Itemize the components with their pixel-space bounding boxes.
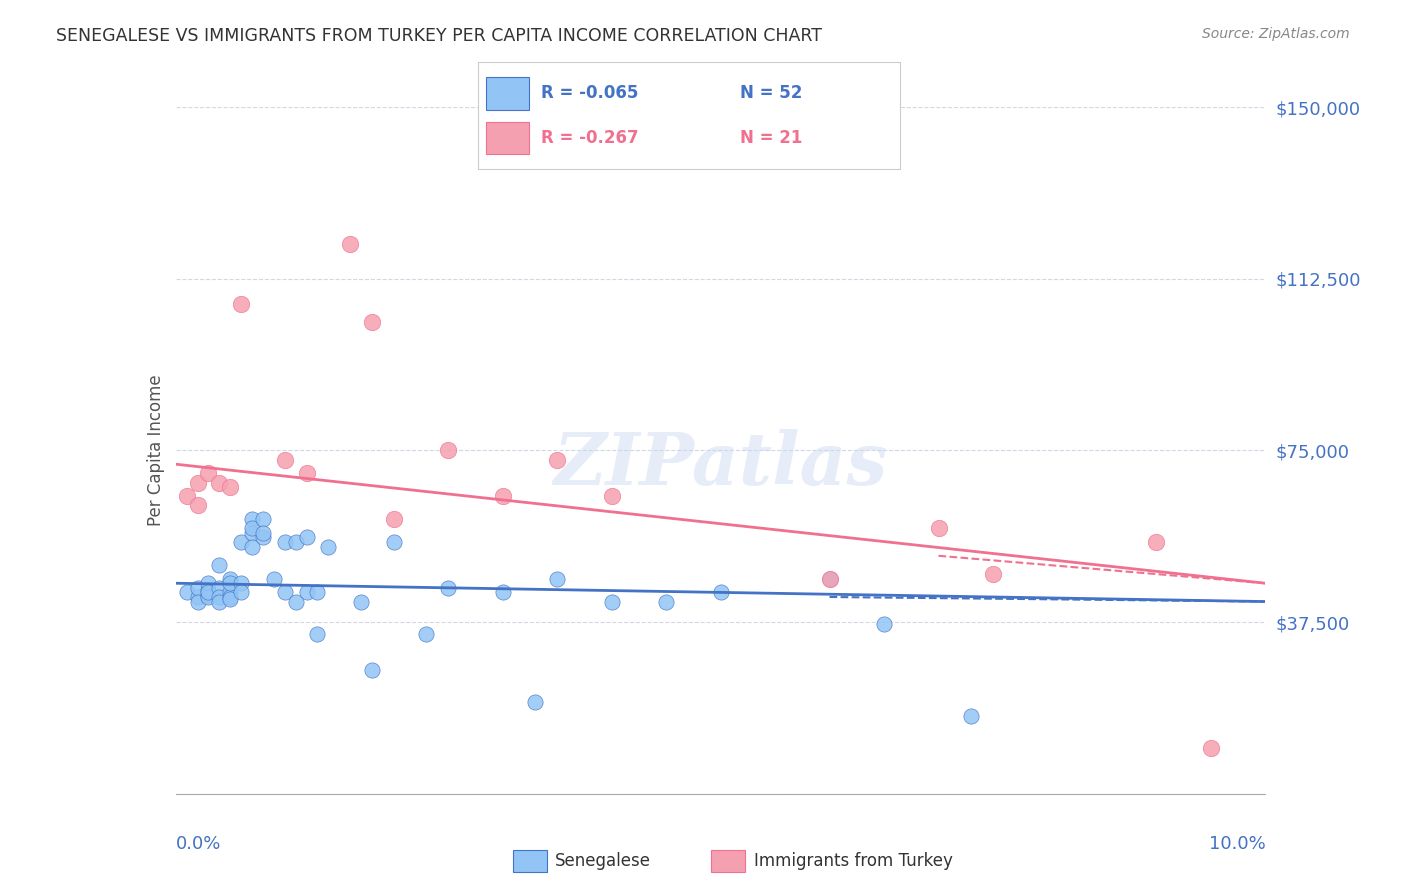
Point — [208, 590, 231, 604]
Point — [284, 594, 307, 608]
Point — [219, 585, 242, 599]
Point — [252, 531, 274, 545]
Text: R = -0.267: R = -0.267 — [541, 129, 638, 147]
Point — [524, 695, 547, 709]
Point — [339, 237, 361, 252]
Text: SENEGALESE VS IMMIGRANTS FROM TURKEY PER CAPITA INCOME CORRELATION CHART: SENEGALESE VS IMMIGRANTS FROM TURKEY PER… — [56, 27, 823, 45]
Point — [492, 489, 515, 503]
Point — [546, 572, 568, 586]
Point — [710, 585, 733, 599]
Text: Immigrants from Turkey: Immigrants from Turkey — [754, 852, 952, 870]
Point — [307, 585, 329, 599]
Point — [219, 572, 242, 586]
Text: 0.0%: 0.0% — [176, 835, 221, 853]
Point — [219, 590, 242, 604]
Text: N = 52: N = 52 — [740, 85, 801, 103]
Point — [231, 535, 253, 549]
Point — [360, 663, 382, 677]
Point — [437, 443, 460, 458]
Point — [208, 558, 231, 572]
Point — [350, 594, 373, 608]
Point — [240, 540, 263, 554]
FancyBboxPatch shape — [513, 849, 547, 872]
Point — [295, 467, 318, 481]
Point — [360, 315, 382, 329]
Text: Source: ZipAtlas.com: Source: ZipAtlas.com — [1202, 27, 1350, 41]
Point — [655, 594, 678, 608]
Point — [284, 535, 307, 549]
Point — [818, 572, 841, 586]
Point — [600, 594, 623, 608]
Point — [231, 576, 253, 591]
Point — [928, 521, 950, 535]
Point — [197, 583, 219, 598]
Point — [818, 572, 841, 586]
Point — [186, 590, 209, 604]
Point — [492, 585, 515, 599]
Point — [186, 499, 209, 513]
Point — [263, 572, 285, 586]
Point — [219, 592, 242, 607]
Point — [274, 585, 297, 599]
Text: N = 21: N = 21 — [740, 129, 801, 147]
Y-axis label: Per Capita Income: Per Capita Income — [146, 375, 165, 526]
Point — [208, 475, 231, 490]
Point — [197, 590, 219, 604]
Point — [252, 512, 274, 526]
Point — [274, 535, 297, 549]
Point — [295, 531, 318, 545]
Point — [546, 452, 568, 467]
Point — [186, 475, 209, 490]
Point — [197, 576, 219, 591]
Point — [240, 525, 263, 540]
Point — [231, 297, 253, 311]
Point — [1199, 741, 1222, 756]
Point — [240, 512, 263, 526]
FancyBboxPatch shape — [711, 849, 745, 872]
Point — [219, 480, 242, 494]
Point — [382, 535, 405, 549]
Point — [873, 617, 896, 632]
Point — [186, 581, 209, 595]
Point — [274, 452, 297, 467]
Point — [186, 594, 209, 608]
Text: ZIPatlas: ZIPatlas — [554, 429, 887, 500]
FancyBboxPatch shape — [486, 78, 529, 110]
Point — [240, 521, 263, 535]
Point — [208, 581, 231, 595]
Point — [307, 626, 329, 640]
Point — [960, 709, 983, 723]
Text: 10.0%: 10.0% — [1209, 835, 1265, 853]
Point — [197, 467, 219, 481]
Point — [382, 512, 405, 526]
Point — [318, 540, 340, 554]
Point — [176, 489, 198, 503]
FancyBboxPatch shape — [486, 122, 529, 154]
Point — [197, 588, 219, 602]
Point — [176, 585, 198, 599]
Point — [1144, 535, 1167, 549]
Point — [415, 626, 437, 640]
Point — [219, 576, 242, 591]
Text: R = -0.065: R = -0.065 — [541, 85, 638, 103]
Point — [231, 585, 253, 599]
Point — [208, 594, 231, 608]
Point — [981, 567, 1004, 582]
Point — [295, 585, 318, 599]
Point — [600, 489, 623, 503]
Text: Senegalese: Senegalese — [555, 852, 651, 870]
Point — [437, 581, 460, 595]
Point — [252, 525, 274, 540]
Point — [197, 585, 219, 599]
